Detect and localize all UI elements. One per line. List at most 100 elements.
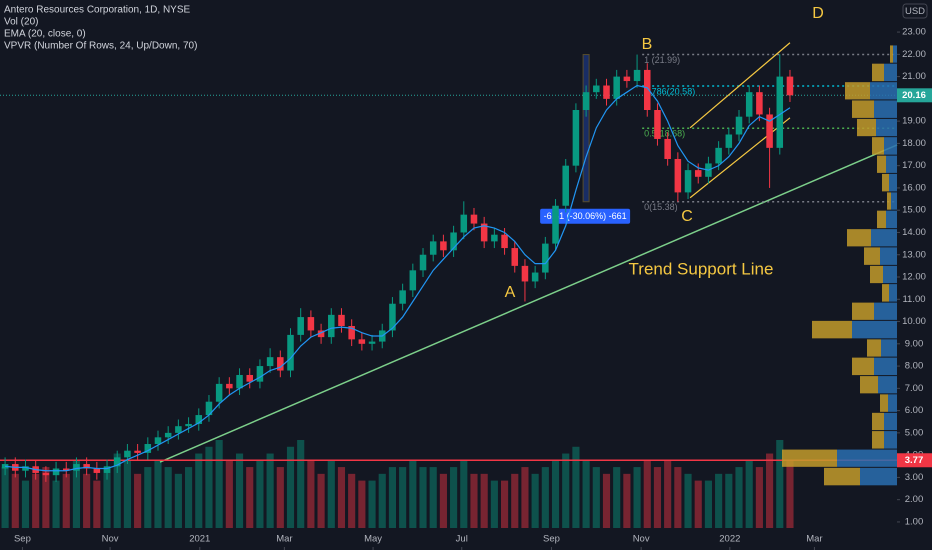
candle-body xyxy=(297,317,304,335)
volume-bar xyxy=(307,460,315,528)
candle-body xyxy=(684,170,692,193)
vpvr-up xyxy=(884,137,897,155)
vpvr-up xyxy=(883,265,897,284)
candle-body xyxy=(694,170,702,177)
candle-body xyxy=(348,325,355,340)
x-tick-label: Sep xyxy=(543,534,560,545)
vpvr-down xyxy=(857,118,876,137)
candle-body xyxy=(460,214,468,233)
candle-body xyxy=(93,468,101,473)
volume-bar xyxy=(276,467,284,528)
candle-body xyxy=(287,334,294,371)
candle-body xyxy=(786,76,794,96)
vpvr-up xyxy=(870,82,897,100)
channel-line xyxy=(689,42,791,129)
volume-bar xyxy=(450,467,458,528)
channel-line xyxy=(689,117,791,199)
vpvr-down xyxy=(877,210,886,229)
candle-body xyxy=(62,468,70,471)
volume-bar xyxy=(52,480,60,528)
volume-bar xyxy=(378,473,386,528)
candle-body xyxy=(175,426,182,433)
candle-body xyxy=(419,254,427,271)
volume-bar xyxy=(521,467,529,528)
volume-bar xyxy=(511,473,519,528)
volume-bar xyxy=(439,473,447,528)
candle-body xyxy=(124,450,131,458)
vpvr-down xyxy=(864,247,880,265)
candle-body xyxy=(215,383,223,402)
volume-bar xyxy=(337,467,346,528)
vpvr-down xyxy=(872,137,884,155)
vpvr-down xyxy=(882,284,889,302)
measure-range xyxy=(582,54,590,203)
volume-bar xyxy=(185,467,193,528)
vpvr-up xyxy=(874,357,897,376)
candle-body xyxy=(654,110,661,139)
vpvr-up xyxy=(878,376,897,394)
vpvr-up xyxy=(871,229,897,247)
indicator: EMA (20, close, 0) xyxy=(4,29,86,40)
vpvr-down xyxy=(852,100,874,118)
volume-bar xyxy=(368,480,376,528)
vpvr-down xyxy=(824,467,860,486)
volume-bar xyxy=(684,473,692,528)
candle-body xyxy=(552,205,559,244)
volume-bar xyxy=(776,440,784,528)
candle-body xyxy=(531,272,539,282)
y-tick-label: 12.00 xyxy=(902,272,926,283)
volume-bar xyxy=(11,473,19,528)
y-tick-label: 1.00 xyxy=(905,516,924,527)
vpvr-down xyxy=(845,82,870,100)
candle-body xyxy=(277,357,284,371)
candle-body xyxy=(185,423,192,427)
volume-bar xyxy=(766,453,774,528)
y-tick-label: 2.00 xyxy=(905,494,924,505)
candle-body xyxy=(317,330,325,338)
candle-body xyxy=(511,248,519,266)
volume-bar xyxy=(235,453,244,528)
candle-body xyxy=(266,357,274,367)
annotation: A xyxy=(505,284,516,301)
candle-body xyxy=(501,234,508,249)
measure-label: -6.61 (-30.06%) -661 xyxy=(544,211,627,221)
indicator: VPVR (Number Of Rows, 24, Up/Down, 70) xyxy=(4,41,197,52)
currency-box[interactable] xyxy=(902,3,928,19)
candle-body xyxy=(603,85,610,99)
volume-bar xyxy=(225,460,233,528)
volume-bar xyxy=(164,467,172,528)
candle-body xyxy=(562,165,569,206)
candle-body xyxy=(480,223,488,242)
volume-bar xyxy=(674,467,682,528)
volume-bar xyxy=(246,467,254,528)
vpvr-up xyxy=(876,118,897,137)
y-tick-label: 17.00 xyxy=(902,160,926,171)
candle-body xyxy=(674,158,682,193)
y-tick-label: 3.00 xyxy=(905,472,924,483)
volume-bar xyxy=(297,440,305,528)
candle-body xyxy=(745,92,753,117)
currency[interactable]: USD xyxy=(905,6,925,17)
volume-bar xyxy=(460,460,468,528)
vpvr-up xyxy=(884,63,897,82)
vpvr-up xyxy=(886,210,897,229)
volume-bar xyxy=(144,467,152,528)
volume-bar xyxy=(551,460,560,528)
volume-bar xyxy=(72,460,81,528)
volume-bar xyxy=(653,467,662,528)
x-tick-label: 2022 xyxy=(719,534,740,545)
volume-bar xyxy=(21,480,30,528)
candle-body xyxy=(103,466,111,473)
fib-label: 0(15.38) xyxy=(644,202,678,212)
ema-line xyxy=(5,84,791,472)
volume-bar xyxy=(358,480,366,528)
candle-body xyxy=(613,76,620,99)
vpvr-down xyxy=(890,45,893,63)
candle-body xyxy=(542,243,549,273)
vpvr-up xyxy=(880,247,897,265)
candle-body xyxy=(664,138,671,159)
volume-bar xyxy=(429,467,437,528)
price-label: 20.16 xyxy=(902,90,926,101)
volume-bar xyxy=(562,453,570,528)
